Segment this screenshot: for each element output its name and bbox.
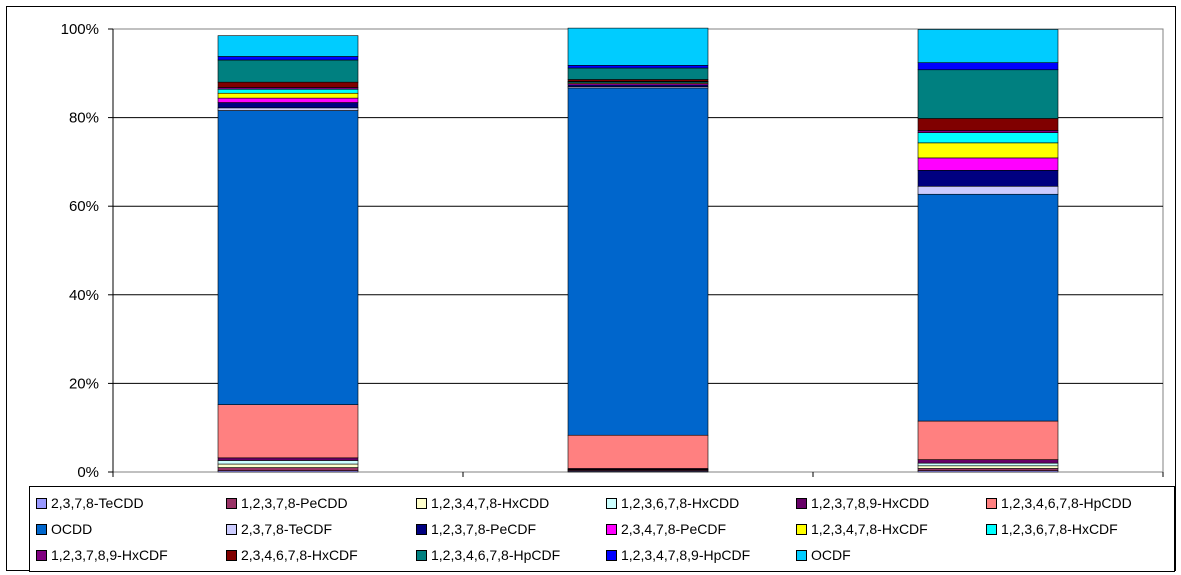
bar-segment — [917, 465, 1059, 469]
legend-label: OCDD — [51, 521, 93, 537]
bar-segment — [917, 118, 1059, 131]
bar-segment — [917, 468, 1059, 471]
legend-swatch — [416, 497, 427, 509]
legend-swatch — [226, 497, 237, 509]
bar-segment — [217, 457, 359, 461]
bar-segment — [217, 92, 359, 99]
bar-segment — [917, 29, 1059, 63]
bar-segment — [217, 107, 359, 111]
bar-segment — [567, 434, 709, 469]
legend-item: OCDF — [796, 545, 851, 565]
legend-label: 1,2,3,4,6,7,8-HpCDD — [1001, 495, 1132, 511]
legend-swatch — [416, 549, 427, 561]
legend-item: 2,3,7,8-TeCDF — [226, 519, 332, 539]
legend-swatch — [36, 549, 47, 561]
legend-label: 2,3,7,8-TeCDF — [241, 521, 333, 537]
legend-swatch — [796, 523, 807, 535]
legend-swatch — [606, 523, 617, 535]
y-tick-label: 0% — [77, 464, 99, 481]
legend-label: 1,2,3,7,8,9-HxCDF — [51, 547, 168, 563]
bar-segment — [917, 132, 1059, 144]
legend-swatch — [416, 523, 427, 535]
legend-swatch — [986, 523, 997, 535]
y-tick-label: 40% — [69, 287, 99, 304]
y-tick-label: 100% — [61, 21, 99, 38]
legend-item: 1,2,3,6,7,8-HxCDD — [606, 493, 739, 513]
bar-segment — [917, 462, 1059, 467]
bar-segment — [567, 67, 709, 80]
bar-segment — [917, 459, 1059, 464]
y-tick-label: 80% — [69, 110, 99, 127]
bar-segment — [217, 59, 359, 83]
legend-label: 1,2,3,7,8,9-HxCDD — [811, 495, 930, 511]
legend-item: OCDD — [36, 519, 92, 539]
bar-segment — [217, 88, 359, 94]
legend-item: 1,2,3,6,7,8-HxCDF — [986, 519, 1118, 539]
bar-segment — [217, 35, 359, 57]
bar-segment — [917, 130, 1059, 133]
legend-swatch — [36, 497, 47, 509]
bar-segment — [917, 157, 1059, 171]
y-tick-label: 20% — [69, 375, 99, 392]
legend-label: 1,2,3,6,7,8-HxCDF — [1001, 521, 1118, 537]
bar-segment — [217, 460, 359, 465]
x-axis-ticks — [112, 472, 1164, 477]
legend-item: 1,2,3,7,8,9-HxCDF — [36, 545, 168, 565]
legend-item: 2,3,4,6,7,8-HxCDF — [226, 545, 358, 565]
legend-swatch — [796, 549, 807, 561]
bar-segment — [217, 102, 359, 109]
bar-segment — [567, 27, 709, 66]
legend: 2,3,7,8-TeCDD 1,2,3,7,8-PeCDD 1,2,3,4,7,8-… — [29, 486, 1175, 572]
bar-segment — [217, 404, 359, 459]
bar-segment — [917, 142, 1059, 159]
legend-item: 2,3,7,8-TeCDD — [36, 493, 144, 513]
legend-label: 2,3,7,8-TeCDD — [51, 495, 144, 511]
legend-item: 1,2,3,4,6,7,8-HpCDF — [416, 545, 560, 565]
legend-label: 2,3,4,6,7,8-HxCDF — [241, 547, 358, 563]
legend-item: 1,2,3,4,7,8-HxCDD — [416, 493, 549, 513]
bar-segment — [217, 467, 359, 471]
bar-segment — [567, 87, 709, 436]
legend-swatch — [606, 549, 617, 561]
bar-segment — [917, 420, 1059, 460]
legend-swatch — [986, 497, 997, 509]
bar-segment — [217, 97, 359, 103]
legend-swatch — [606, 497, 617, 509]
legend-item: 1,2,3,7,8,9-HxCDD — [796, 493, 929, 513]
legend-item: 1,2,3,7,8-PeCDF — [416, 519, 536, 539]
legend-swatch — [36, 523, 47, 535]
bar-segment — [917, 62, 1059, 71]
bar-segment — [917, 170, 1059, 187]
bar-segment — [917, 185, 1059, 195]
legend-label: 1,2,3,6,7,8-HxCDD — [621, 495, 740, 511]
legend-label: 1,2,3,4,7,8,9-HpCDF — [621, 547, 751, 563]
bar-segment — [217, 110, 359, 405]
legend-item: 1,2,3,4,7,8,9-HpCDF — [606, 545, 750, 565]
bar-segment — [217, 56, 359, 61]
legend-label: 1,2,3,7,8-PeCDD — [241, 495, 348, 511]
legend-label: 1,2,3,4,7,8-HxCDD — [431, 495, 550, 511]
y-tick-label: 60% — [69, 198, 99, 215]
legend-item: 1,2,3,4,6,7,8-HpCDD — [986, 493, 1132, 513]
bar-segment — [917, 193, 1059, 422]
bars — [217, 27, 1059, 473]
legend-label: 2,3,4,7,8-PeCDF — [621, 521, 727, 537]
bar-segment — [217, 81, 359, 88]
legend-label: 1,2,3,7,8-PeCDF — [431, 521, 537, 537]
legend-swatch — [226, 549, 237, 561]
legend-swatch — [796, 497, 807, 509]
bar-segment — [917, 69, 1059, 119]
legend-swatch — [226, 523, 237, 535]
y-axis-ticks: 0% 20% 40% 60% 80% 100% — [61, 21, 99, 481]
stacked-bar-chart: 0% 20% 40% 60% 80% 100% — [61, 21, 1164, 481]
legend-label: 1,2,3,4,6,7,8-HpCDF — [431, 547, 561, 563]
legend-label: OCDF — [811, 547, 851, 563]
legend-item: 1,2,3,7,8-PeCDD — [226, 493, 348, 513]
legend-label: 1,2,3,4,7,8-HxCDF — [811, 521, 928, 537]
legend-item: 2,3,4,7,8-PeCDF — [606, 519, 726, 539]
bar-segment — [567, 65, 709, 69]
legend-item: 1,2,3,4,7,8-HxCDF — [796, 519, 928, 539]
bar-segment — [217, 463, 359, 468]
